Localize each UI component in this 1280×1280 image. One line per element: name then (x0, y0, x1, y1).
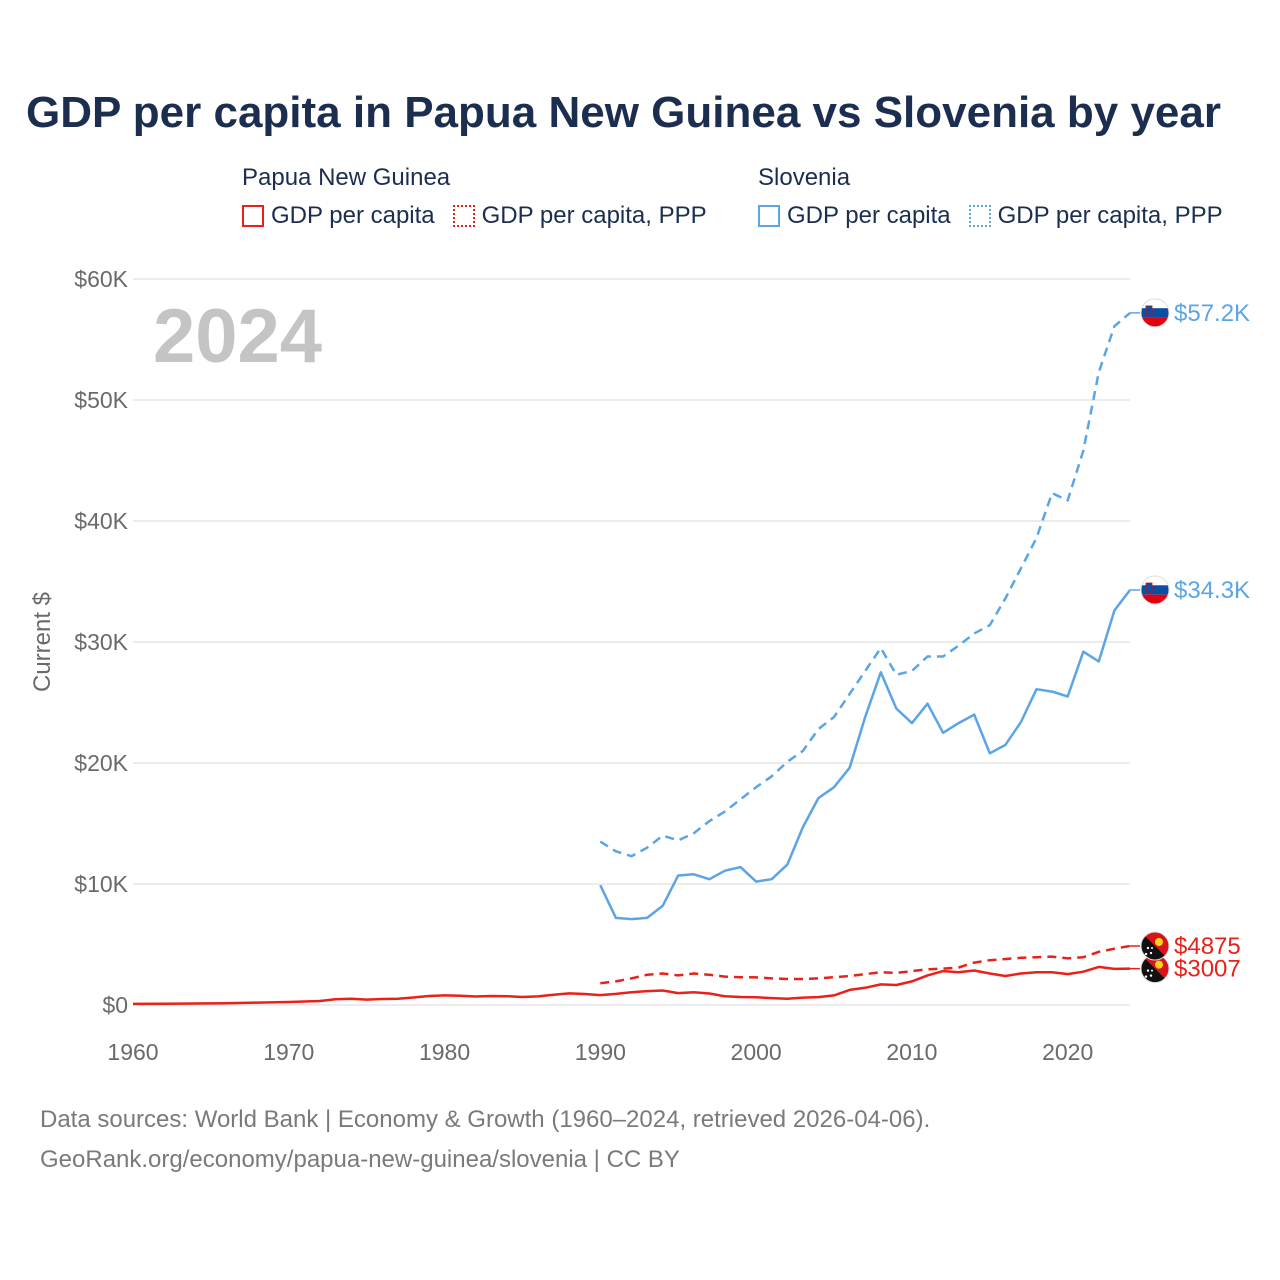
year-watermark: 2024 (153, 294, 322, 379)
legend-item-slovenia-ppp[interactable]: GDP per capita, PPP (968, 202, 1223, 230)
png-flag-icon (1140, 931, 1170, 961)
x-tick-label: 1980 (419, 1039, 470, 1065)
series-line-0 (132, 965, 1131, 1006)
dotted-line-swatch-icon (452, 205, 475, 227)
legend-label: GDP per capita (787, 202, 951, 229)
legend-country-png: Papua New Guinea (242, 164, 451, 191)
y-tick-label: $40K (74, 508, 128, 534)
y-tick-label: $50K (74, 387, 128, 413)
x-tick-label: 2000 (731, 1039, 782, 1065)
legend-country-slovenia: Slovenia (758, 164, 851, 191)
series-line-1 (600, 944, 1131, 985)
legend-label: GDP per capita, PPP (481, 202, 707, 229)
legend-item-slovenia-gdp[interactable]: GDP per capita (758, 202, 951, 230)
y-tick-label: $20K (74, 750, 128, 776)
slovenia-flag-icon (1140, 575, 1170, 605)
series-line-2 (599, 589, 1131, 921)
x-tick-label: 2010 (886, 1039, 937, 1065)
solid-line-swatch-icon (242, 205, 264, 227)
series-line-3 (599, 311, 1131, 858)
legend-label: GDP per capita, PPP (997, 202, 1223, 229)
legend-group-png: Papua New Guinea GDP per capita GDP per … (242, 160, 725, 236)
legend-group-slovenia: Slovenia GDP per capita GDP per capita, … (758, 160, 1241, 236)
end-value-label: $57.2K (1174, 300, 1250, 327)
y-tick-label: $30K (74, 629, 128, 655)
y-tick-label: $10K (74, 871, 128, 897)
x-tick-label: 2020 (1042, 1039, 1093, 1065)
png-flag-icon (1140, 954, 1170, 984)
legend-item-png-gdp[interactable]: GDP per capita (242, 202, 435, 230)
x-tick-label: 1970 (263, 1039, 314, 1065)
footer-sources: Data sources: World Bank | Economy & Gro… (40, 1106, 931, 1133)
x-tick-label: 1960 (107, 1039, 158, 1065)
y-axis-title: Current $ (29, 592, 56, 692)
end-value-label: $34.3K (1174, 577, 1250, 604)
y-tick-label: $60K (74, 266, 128, 292)
legend-item-png-ppp[interactable]: GDP per capita, PPP (452, 202, 707, 230)
x-tick-label: 1990 (575, 1039, 626, 1065)
slovenia-flag-icon (1140, 298, 1170, 328)
legend-label: GDP per capita (271, 202, 435, 229)
solid-line-swatch-icon (758, 205, 780, 227)
dotted-line-swatch-icon (968, 205, 991, 227)
chart-title: GDP per capita in Papua New Guinea vs Sl… (26, 88, 1221, 137)
footer-url[interactable]: GeoRank.org/economy/papua-new-guinea/slo… (40, 1146, 680, 1173)
end-value-label: $4875 (1174, 933, 1241, 960)
end-value-label: $3007 (1174, 956, 1241, 983)
y-tick-label: $0 (102, 992, 128, 1018)
